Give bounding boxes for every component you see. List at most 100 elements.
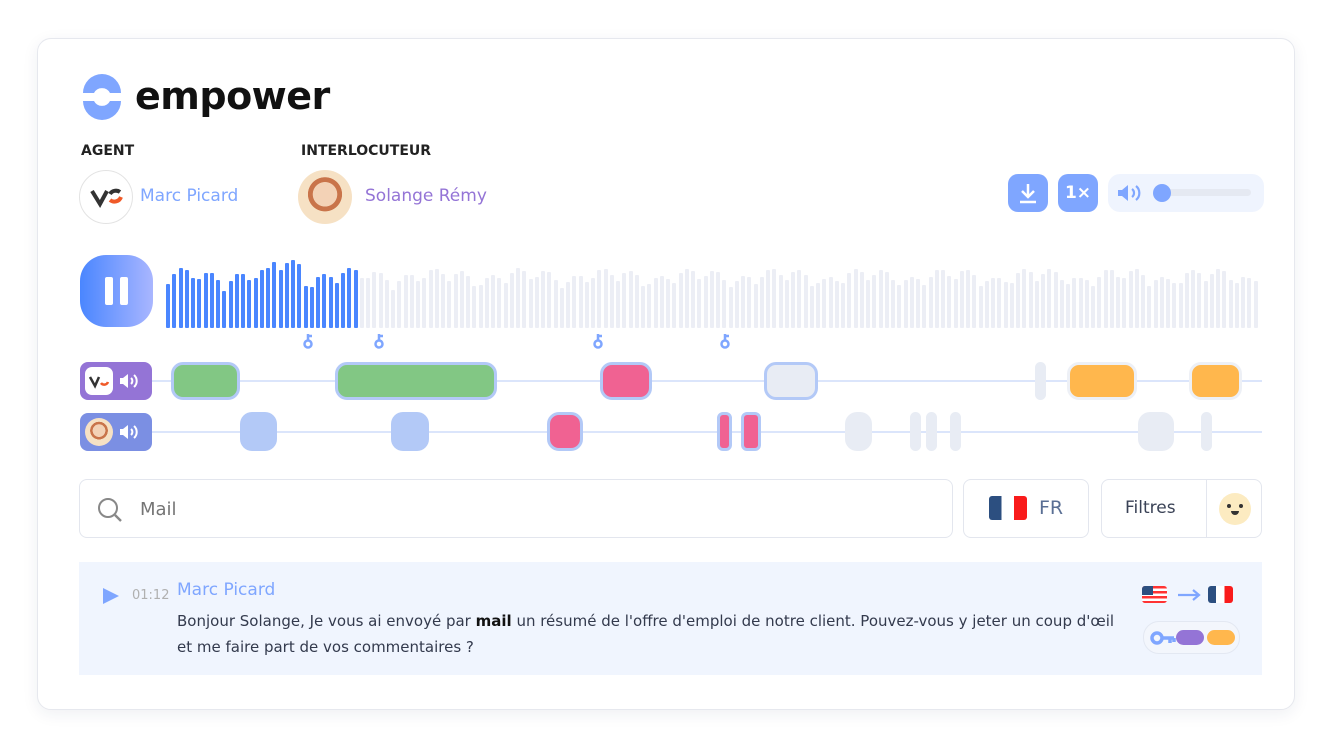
waveform-bar[interactable] [859,272,864,328]
waveform-bar[interactable] [816,283,820,328]
waveform-bar[interactable] [1128,271,1133,328]
waveform-bar[interactable] [1047,269,1052,328]
waveform-bar[interactable] [978,286,983,328]
waveform-bar[interactable] [297,264,302,328]
waveform-bar[interactable] [734,281,739,328]
waveform-bar[interactable] [347,268,352,328]
waveform-bar[interactable] [1166,279,1170,328]
waveform-bar[interactable] [616,281,620,328]
waveform-bar[interactable] [1016,273,1020,328]
waveform-bar[interactable] [828,277,833,328]
waveform-bar[interactable] [197,279,202,328]
waveform-bar[interactable] [547,272,552,328]
segment-inactive[interactable] [1138,412,1174,451]
waveform-bar[interactable] [316,277,320,328]
waveform-bar[interactable] [484,278,489,328]
waveform-bar[interactable] [822,279,827,328]
waveform-bar[interactable] [1184,273,1189,328]
waveform-bar[interactable] [341,273,345,328]
waveform-bar[interactable] [566,282,570,328]
interlocutor-track-toggle[interactable] [80,413,152,451]
waveform-bar[interactable] [1141,275,1145,328]
waveform-bar[interactable] [991,278,995,328]
waveform-bar[interactable] [903,280,908,328]
waveform-bar[interactable] [272,262,277,328]
waveform-bar[interactable] [866,280,870,328]
waveform-bar[interactable] [766,270,770,328]
waveform-bar[interactable] [1109,270,1114,328]
segment-inactive[interactable] [845,412,872,451]
download-button[interactable] [1008,174,1048,212]
waveform-bar[interactable] [853,269,858,328]
waveform-bar[interactable] [959,271,964,328]
waveform-bar[interactable] [253,278,258,328]
waveform-bar[interactable] [178,268,183,328]
waveform-bar[interactable] [1247,278,1252,328]
waveform-bar[interactable] [634,275,639,328]
waveform-bar[interactable] [328,277,333,328]
waveform-bar[interactable] [447,281,452,328]
waveform-bar[interactable] [1053,272,1058,328]
waveform-bar[interactable] [216,280,220,328]
waveform-bar[interactable] [1084,280,1089,328]
waveform-bar[interactable] [1191,270,1195,328]
segment-speaking[interactable] [240,412,277,451]
waveform-bar[interactable] [234,274,239,328]
waveform-bar[interactable] [772,269,777,328]
waveform-bar[interactable] [278,270,283,328]
segment-inactive[interactable] [910,412,921,451]
waveform-bar[interactable] [1228,280,1233,328]
waveform-bar[interactable] [972,275,977,328]
waveform-bar[interactable] [428,270,433,328]
waveform-bar[interactable] [666,279,670,328]
segment-neutral[interactable] [1189,362,1242,400]
waveform-bar[interactable] [784,280,789,328]
waveform-bar[interactable] [947,276,952,328]
speed-button[interactable]: 1× [1058,174,1098,212]
waveform-bar[interactable] [741,276,745,328]
waveform-bar[interactable] [416,281,420,328]
waveform-bar[interactable] [941,270,945,328]
segment-negative[interactable] [717,412,732,451]
waveform-bar[interactable] [597,270,602,328]
waveform-bar[interactable] [753,284,758,328]
segment-neutral[interactable] [1067,362,1137,400]
waveform-bar[interactable] [266,268,270,328]
waveform-bar[interactable] [1153,280,1158,328]
waveform-bar[interactable] [1072,278,1077,328]
waveform-bar[interactable] [1159,277,1164,328]
waveform-bar[interactable] [1147,286,1152,328]
waveform-bar[interactable] [1078,278,1083,328]
waveform-bar[interactable] [516,268,520,328]
waveform-bar[interactable] [472,286,477,328]
waveform-bar[interactable] [353,270,358,328]
waveform-bar[interactable] [284,263,289,328]
waveform-bar[interactable] [166,284,170,328]
waveform-bar[interactable] [684,269,689,328]
waveform-bar[interactable] [1209,274,1214,328]
waveform-bar[interactable] [916,279,920,328]
segment-inactive[interactable] [950,412,961,451]
waveform-bar[interactable] [847,273,852,328]
key-marker-icon[interactable] [720,333,732,349]
waveform-bar[interactable] [841,283,845,328]
waveform-bar[interactable] [372,272,377,328]
waveform-bar[interactable] [466,276,470,328]
waveform-bar[interactable] [403,275,408,328]
waveform-bar[interactable] [322,274,327,328]
waveform-bar[interactable] [409,275,414,328]
waveform-bar[interactable] [1066,284,1070,328]
waveform-bar[interactable] [441,274,445,328]
waveform-bar[interactable] [559,288,564,328]
waveform-bar[interactable] [497,278,502,328]
waveform-bar[interactable] [716,272,720,328]
segment-negative[interactable] [547,412,583,451]
waveform-bar[interactable] [897,285,902,328]
waveform-bar[interactable] [184,270,189,328]
waveform-bar[interactable] [541,271,545,328]
waveform-bar[interactable] [997,278,1002,328]
waveform-bar[interactable] [391,290,395,328]
waveform-bar[interactable] [509,273,514,328]
waveform-bar[interactable] [503,283,508,328]
waveform-bar[interactable] [334,283,339,328]
